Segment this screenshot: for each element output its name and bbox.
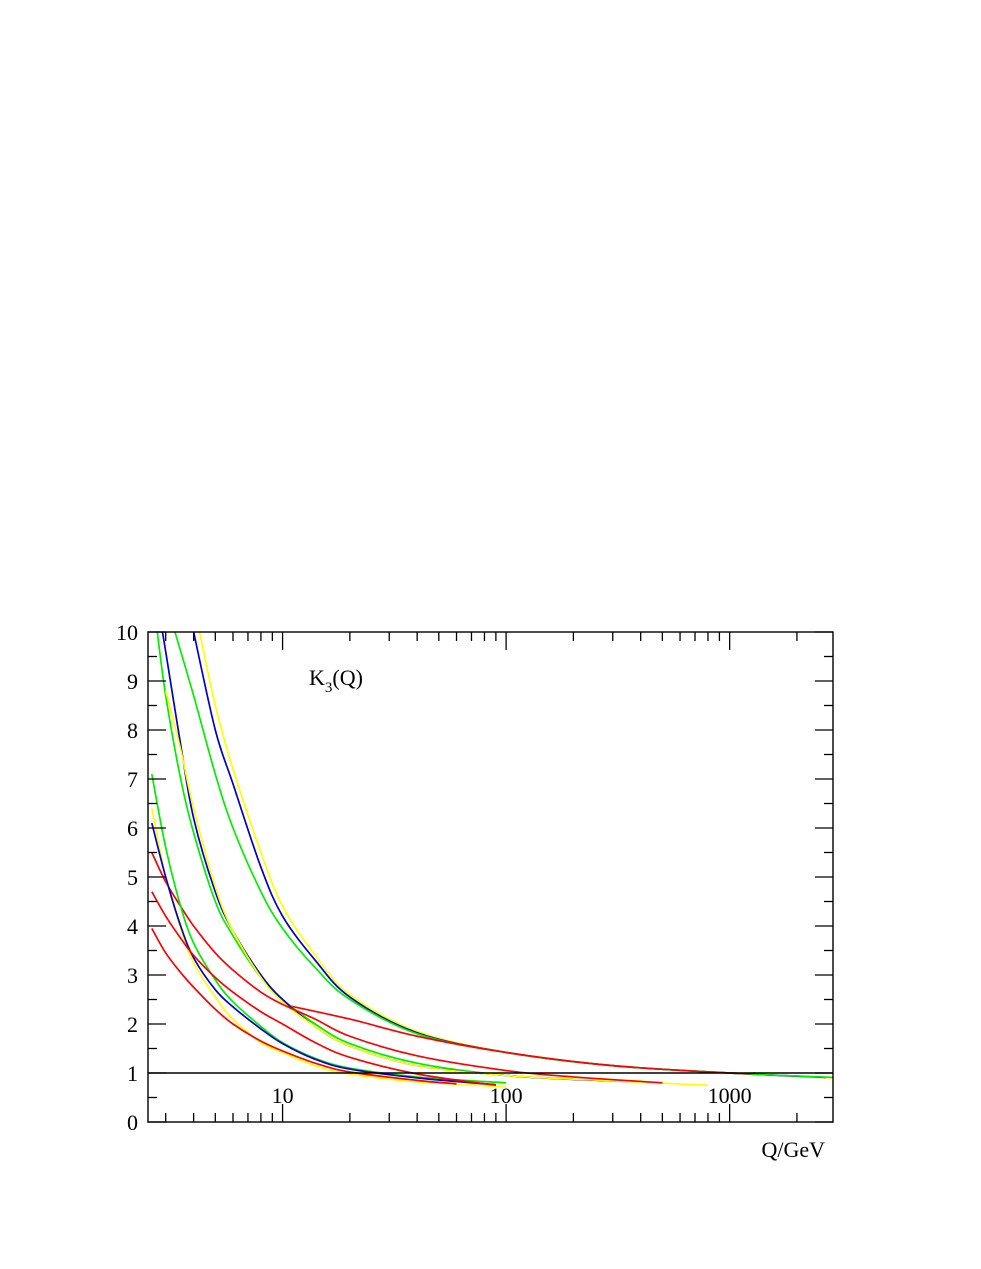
y-tick-label: 7 [127, 767, 138, 792]
series-line-red-8 [151, 852, 663, 1084]
y-tick-label: 10 [116, 620, 138, 645]
series-line-red-12 [151, 891, 497, 1087]
y-tick-label: 8 [127, 718, 138, 743]
x-axis-title: Q/GeV [761, 1137, 825, 1162]
y-tick-label: 0 [127, 1110, 138, 1135]
x-tick-label: 1000 [708, 1083, 752, 1108]
x-tick-label: 100 [490, 1083, 523, 1108]
annotation-main: K [309, 665, 325, 690]
series-line-blue-11 [150, 822, 496, 1086]
y-tick-label: 3 [127, 963, 138, 988]
x-tick-label: 10 [272, 1083, 294, 1108]
annotation-tail: (Q) [332, 665, 363, 690]
y-tick-label: 5 [127, 865, 138, 890]
y-tick-label: 9 [127, 669, 138, 694]
y-tick-label: 6 [127, 816, 138, 841]
y-tick-label: 1 [127, 1061, 138, 1086]
annotation-subscript: 3 [325, 680, 333, 696]
y-tick-label: 2 [127, 1012, 138, 1037]
axis-layer: 10 100 1000 0 1 2 3 4 5 6 7 8 9 10 [116, 620, 834, 1135]
y-tick-label: 4 [127, 914, 138, 939]
series-line-green-9 [150, 773, 507, 1084]
chart-annotation: K3(Q) [309, 665, 363, 696]
